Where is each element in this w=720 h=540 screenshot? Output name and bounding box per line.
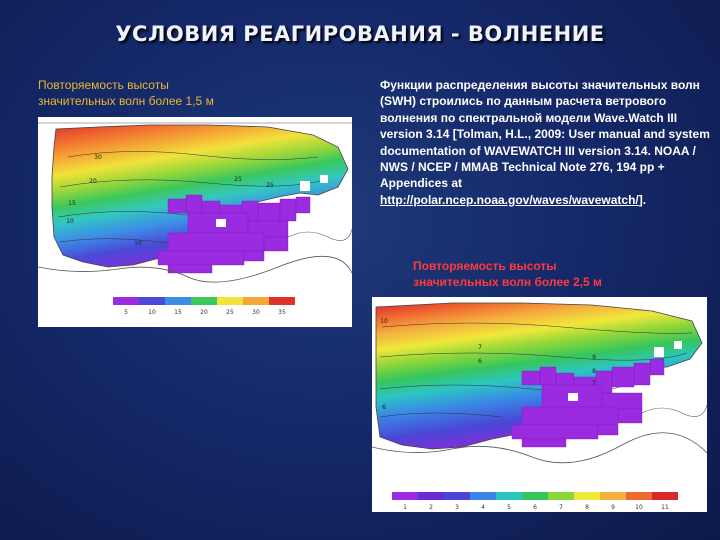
colorbar-tick-label: 10 — [635, 504, 643, 511]
colorbar-tick-label: 3 — [455, 504, 459, 511]
colorbar-tick-label: 25 — [226, 309, 234, 316]
colorbar-tick-label: 35 — [278, 309, 286, 316]
contour-line — [379, 412, 503, 418]
contour-value-label: 20 — [89, 178, 97, 185]
right-map-caption: Повторяемость высоты значительных волн б… — [413, 259, 602, 289]
slide-title: УСЛОВИЯ РЕАГИРОВАНИЯ - ВОЛНЕНИЕ — [115, 22, 605, 46]
colorbar-swatch — [522, 492, 548, 500]
contour-value-label: 8 — [592, 368, 596, 375]
contour-value-label: 10 — [66, 218, 74, 225]
contour-value-label: 7 — [592, 380, 596, 387]
colorbar-swatch — [165, 297, 191, 305]
contour-value-label: 6 — [478, 358, 482, 365]
contour-value-label: 6 — [382, 404, 386, 411]
colorbar-tick-label: 2 — [429, 504, 433, 511]
land-holes — [216, 175, 328, 227]
colorbar-tick-label: 11 — [661, 504, 669, 511]
colorbar-tick-label: 15 — [174, 309, 182, 316]
colorbar-swatch — [496, 492, 522, 500]
contour-value-label: 30 — [94, 154, 102, 161]
colorbar-swatch — [470, 492, 496, 500]
wave-map-1-5m-figure: 30 20 25 15 10 25 10 5 10 15 20 25 30 35 — [38, 117, 352, 317]
colorbar-tick-label: 20 — [200, 309, 208, 316]
contour-value-label: 15 — [68, 200, 76, 207]
coastline — [38, 256, 352, 283]
colorbar-tick-label: 7 — [559, 504, 563, 511]
colorbar-labels: 1 2 3 4 5 6 7 8 9 10 11 — [403, 504, 669, 511]
coastline — [641, 404, 707, 417]
coastline — [287, 228, 352, 241]
colorbar-tick-label: 5 — [507, 504, 511, 511]
colorbar: 1 2 3 4 5 6 7 8 9 10 11 — [392, 492, 678, 511]
colorbar-tick-label: 5 — [124, 309, 128, 316]
colorbar-swatch — [113, 297, 139, 305]
wave-frequency-map-2-5m: 10 7 6 9 8 7 6 1 2 3 4 5 6 7 8 9 10 11 — [372, 297, 707, 512]
contour-value-label: 25 — [234, 176, 242, 183]
contour-line — [379, 352, 688, 361]
wavewatch-link[interactable]: http://polar.ncep.noaa.gov/waves/wavewat… — [380, 192, 639, 207]
colorbar-swatch — [139, 297, 165, 305]
contour-line — [381, 322, 693, 334]
colorbar-tick-label: 6 — [533, 504, 537, 511]
description-text-body: Функции распределения высоты значительны… — [380, 78, 710, 191]
wave-frequency-map-1-5m: 30 20 25 15 10 25 10 5 10 15 20 25 30 35 — [38, 117, 352, 327]
colorbar-tick-label: 9 — [611, 504, 615, 511]
colorbar-swatch — [269, 297, 295, 305]
colorbar-labels: 5 10 15 20 25 30 35 — [124, 309, 286, 316]
contour-line — [59, 178, 329, 188]
colorbar-swatch — [444, 492, 470, 500]
wave-map-2-5m-figure: 10 7 6 9 8 7 6 1 2 3 4 5 6 7 8 9 10 11 — [372, 297, 707, 511]
colorbar-swatch — [418, 492, 444, 500]
colorbar-swatch — [600, 492, 626, 500]
contour-value-label: 25 — [266, 182, 274, 189]
contour-line — [67, 151, 319, 160]
colorbar-tick-label: 30 — [252, 309, 260, 316]
description-text-end: ]. — [638, 192, 647, 207]
colorbar-swatch — [243, 297, 269, 305]
contour-value-label: 9 — [592, 354, 596, 361]
colorbar-tick-label: 4 — [481, 504, 485, 511]
colorbar: 5 10 15 20 25 30 35 — [113, 297, 295, 316]
colorbar-swatch — [217, 297, 243, 305]
colorbar-swatch — [392, 492, 418, 500]
colorbar-swatch — [626, 492, 652, 500]
contour-value-label: 10 — [134, 240, 142, 247]
colorbar-swatch — [574, 492, 600, 500]
colorbar-swatch — [548, 492, 574, 500]
colorbar-tick-label: 10 — [148, 309, 156, 316]
contour-line — [59, 238, 169, 244]
left-map-caption: Повторяемость высоты значительных волн б… — [38, 78, 214, 108]
contour-labels: 30 20 25 15 10 25 10 — [66, 154, 274, 247]
colorbar-swatch — [652, 492, 678, 500]
contour-value-label: 10 — [380, 318, 388, 325]
colorbar-tick-label: 8 — [585, 504, 589, 511]
land-holes — [568, 341, 682, 401]
contour-value-label: 7 — [478, 344, 482, 351]
coastline — [372, 432, 707, 464]
contour-labels: 10 7 6 9 8 7 6 — [380, 318, 596, 411]
colorbar-tick-label: 1 — [403, 504, 407, 511]
description-text: Функции распределения высоты значительны… — [380, 77, 710, 208]
colorbar-swatch — [191, 297, 217, 305]
